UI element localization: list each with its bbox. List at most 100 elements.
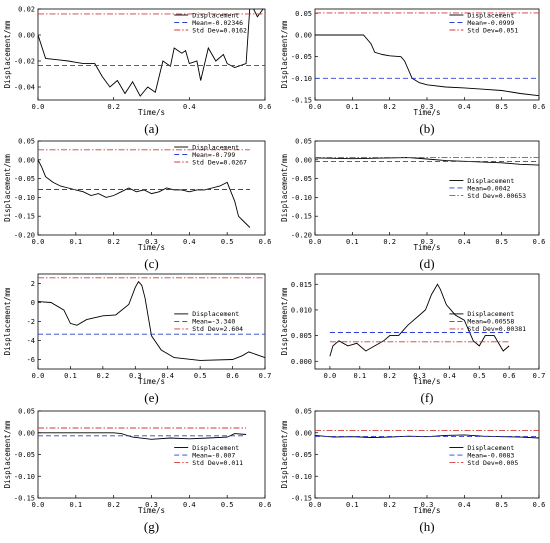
y-tick-label: -0.15 (291, 495, 312, 503)
chart-panel-7: 0.0 0.1 0.2 0.3 0.4 0.5 0.6 0.05 0.00 -0.05 -0.10 -… (3, 408, 271, 535)
legend-entry: Std Dev=0.00653 (467, 192, 526, 200)
y-tick-label: -0.02 (14, 58, 35, 66)
x-axis-label: Time/s (413, 506, 440, 515)
x-tick-label: 0.2 (383, 372, 396, 380)
panel-label: (e) (144, 390, 158, 405)
x-tick-label: 0.0 (32, 501, 45, 509)
y-tick-label: 0.00 (18, 32, 35, 40)
x-tick-label: 0.5 (495, 501, 508, 509)
x-tick-label: 0.6 (533, 501, 546, 509)
legend-entry: Std Dev=0.051 (467, 26, 518, 34)
series-displacement-line (38, 280, 265, 361)
y-tick-label: 0.00 (295, 32, 312, 40)
x-tick-label: 0.5 (221, 238, 234, 246)
y-tick-label: -0.10 (14, 473, 35, 481)
x-tick-label: 0.1 (346, 238, 359, 246)
x-tick-label: 0.0 (324, 372, 337, 380)
panel-label: (a) (144, 121, 158, 136)
legend-entry: Mean=-0.799 (192, 151, 235, 159)
x-tick-label: 0.2 (107, 501, 120, 509)
x-tick-label: 0.1 (353, 372, 366, 380)
x-tick-label: 0.4 (161, 372, 174, 380)
y-tick-label: 0.000 (291, 358, 312, 366)
y-tick-label: -0.05 (14, 451, 35, 459)
x-tick-label: 0.4 (458, 238, 471, 246)
y-axis-label: Displacement/mm (280, 154, 289, 222)
legend-entry: Mean=-0.0999 (467, 19, 514, 27)
legend-entry: Displacement (467, 11, 514, 19)
x-tick-label: 0.6 (533, 103, 546, 111)
y-axis-label: Displacement/mm (280, 287, 289, 355)
x-tick-label: 0.4 (458, 501, 471, 509)
x-axis-label: Time/s (413, 108, 440, 117)
y-tick-label: -4 (27, 337, 35, 345)
x-tick-label: 0.0 (32, 103, 45, 111)
y-tick-label: -0.10 (291, 75, 312, 83)
legend-entry: Mean=0.0042 (467, 184, 510, 192)
x-tick-label: 0.6 (226, 372, 239, 380)
x-tick-label: 0.4 (443, 372, 456, 380)
y-tick-label: 2 (31, 280, 35, 288)
y-tick-label: 0.015 (291, 281, 312, 289)
chart-panel-5: 0.0 0.1 0.2 0.3 0.4 0.5 0.6 0.7 2 0 -2 -4 -6 Time/s Di… (3, 273, 272, 405)
y-tick-label: -0.20 (14, 232, 35, 240)
x-tick-label: 0.6 (533, 238, 546, 246)
series-displacement-line (315, 157, 539, 166)
y-tick-label: -0.15 (14, 213, 35, 221)
legend-entry: Mean=-3.340 (192, 318, 235, 326)
x-tick-label: 0.1 (346, 103, 359, 111)
y-tick-label: -6 (27, 356, 35, 364)
y-tick-label: -0.20 (291, 232, 312, 240)
x-tick-label: 0.2 (383, 238, 396, 246)
panel-label: (f) (421, 390, 434, 405)
x-tick-label: 0.3 (421, 238, 434, 246)
x-tick-label: 0.0 (309, 501, 322, 509)
y-tick-label: -0.05 (291, 175, 312, 183)
chart-panel-8: 0.0 0.1 0.2 0.3 0.4 0.5 0.6 0.05 0.00 -0.05 -0.10 -… (280, 408, 545, 535)
x-axis-label: Time/s (138, 243, 165, 252)
chart-panel-4: 0.0 0.1 0.2 0.3 0.4 0.5 0.6 0.05 0.00 -0.05 -0.10 -… (280, 138, 545, 272)
y-axis-label: Displacement/mm (280, 420, 289, 488)
chart-panel-3: 0.0 0.1 0.2 0.3 0.4 0.5 0.6 0.05 0.00 -0.05 -0.10 -… (3, 138, 271, 272)
x-tick-label: 0.6 (259, 238, 272, 246)
x-tick-label: 0.1 (64, 372, 77, 380)
x-tick-label: 0.4 (183, 501, 196, 509)
x-tick-label: 0.5 (194, 372, 207, 380)
y-tick-label: -0.10 (291, 473, 312, 481)
x-tick-label: 0.3 (421, 501, 434, 509)
legend-entry: Std Dev=2.604 (192, 325, 243, 333)
legend-entry: Mean=-0.0083 (467, 451, 514, 459)
x-tick-label: 0.7 (259, 372, 272, 380)
x-tick-label: 0.6 (259, 501, 272, 509)
chart-panel-2: 0.0 0.1 0.2 0.3 0.4 0.5 0.6 0.05 0.00 -0.05 -0.10 -… (280, 8, 546, 136)
legend-entry: Std Dev=0.0267 (192, 158, 247, 166)
x-tick-label: 0.0 (32, 238, 45, 246)
x-tick-label: 0.2 (97, 372, 110, 380)
x-tick-label: 0.6 (259, 103, 272, 111)
x-tick-label: 0.4 (183, 103, 196, 111)
x-axis-label: Time/s (138, 377, 165, 386)
x-tick-label: 0.0 (309, 103, 322, 111)
y-tick-label: 0.05 (18, 138, 35, 146)
panel-label: (h) (419, 519, 434, 534)
legend-entry: Displacement (192, 310, 239, 318)
x-tick-label: 0.0 (309, 238, 322, 246)
x-tick-label: 0.3 (413, 372, 426, 380)
y-axis-label: Displacement/mm (3, 420, 12, 488)
legend-entry: Std Dev=0.005 (467, 459, 518, 467)
chart-panel-6: 0.0 0.1 0.2 0.3 0.4 0.5 0.6 0.7 0.015 0.010 0.005 0… (280, 273, 545, 405)
panel-label: (g) (144, 519, 159, 534)
series-displacement-line (38, 432, 247, 440)
legend-entry: Mean=-0.007 (192, 451, 235, 459)
y-tick-label: 0.05 (295, 10, 312, 18)
series-displacement-line (38, 9, 264, 97)
legend-entry: Std Dev=0.011 (192, 459, 243, 467)
panel-label: (d) (419, 256, 434, 271)
y-tick-label: 0.00 (18, 156, 35, 164)
y-tick-label: 0.05 (295, 138, 312, 146)
x-tick-label: 0.1 (70, 501, 83, 509)
y-tick-label: -0.05 (291, 451, 312, 459)
